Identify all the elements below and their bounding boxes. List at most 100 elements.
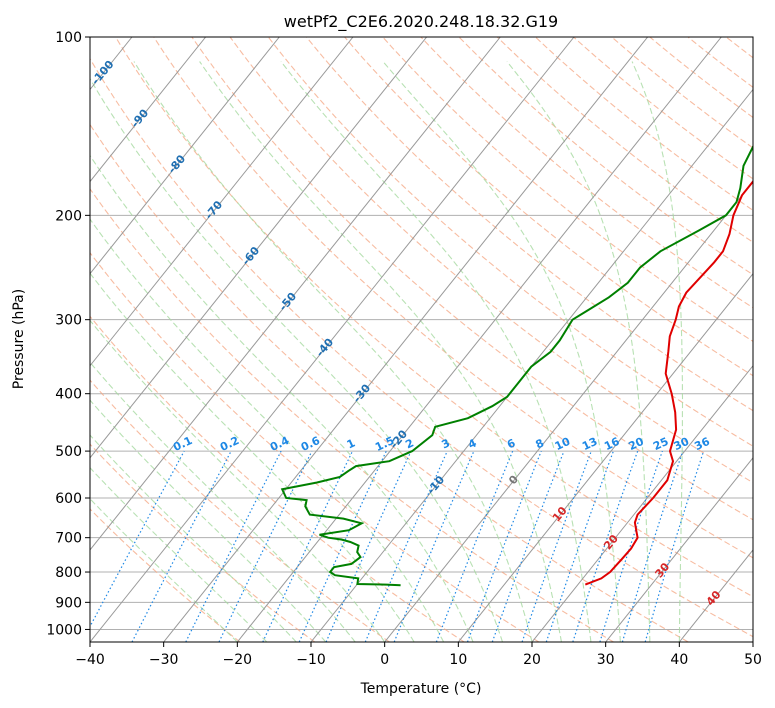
- isotherm: [605, 457, 753, 642]
- mixing-ratio-label: 25: [651, 435, 670, 453]
- x-tick-label: 10: [449, 652, 467, 668]
- mixing-ratio-label: 1: [345, 436, 357, 451]
- dry-adiabat: [90, 379, 390, 642]
- x-tick-label: −40: [75, 652, 105, 668]
- dry-adiabat: [229, 37, 753, 484]
- dry-adiabat: [90, 57, 753, 638]
- dry-adiabat: [535, 37, 753, 211]
- y-axis: 100 200 300 400 500 600 700 800 900 1000: [46, 30, 90, 638]
- x-tick-label: 20: [523, 652, 541, 668]
- mixing-ratio-line: [325, 450, 412, 642]
- moist-adiabat: [90, 434, 297, 642]
- x-tick-label: 40: [670, 652, 688, 668]
- mixing-ratio-line: [621, 450, 684, 642]
- moist-adiabat: [90, 154, 474, 642]
- dry-adiabat: [687, 37, 753, 89]
- moist-adiabat: [382, 61, 621, 642]
- dry-adiabat: [90, 187, 614, 642]
- mixing-ratio-label: 30: [672, 435, 692, 453]
- moist-adiabat: [90, 498, 238, 642]
- isotherm-label: -90: [128, 106, 151, 130]
- x-tick-label: 0: [380, 652, 389, 668]
- isotherm-label: -100: [89, 58, 117, 88]
- dry-adiabat: [267, 37, 753, 447]
- moist-adiabat: [631, 61, 684, 642]
- x-tick-label: −20: [223, 652, 253, 668]
- moist-adiabat: [506, 61, 651, 642]
- isotherm: [310, 88, 753, 642]
- y-tick-label: 300: [55, 313, 82, 329]
- dry-adiabat: [90, 315, 465, 642]
- mixing-ratio-label: 6: [505, 436, 518, 451]
- dry-adiabat: [115, 37, 753, 598]
- isotherm: [90, 37, 428, 459]
- isotherm-label: -60: [239, 244, 262, 268]
- x-tick-label: −10: [296, 652, 326, 668]
- mixing-ratio-line: [599, 450, 663, 642]
- dewpoint-line: [280, 144, 753, 587]
- isotherm: [457, 272, 753, 642]
- isotherm-label: -40: [313, 336, 336, 360]
- y-tick-label: 700: [55, 531, 82, 547]
- mixing-ratio-label: 4: [466, 436, 479, 451]
- mixing-ratio-line: [572, 450, 639, 642]
- mixing-ratio-line: [364, 450, 448, 642]
- x-tick-label: −30: [149, 652, 179, 668]
- dry-adiabat: [573, 37, 753, 180]
- isotherm: [384, 180, 753, 642]
- moist-adiabat: [90, 466, 268, 642]
- dry-adiabat: [611, 37, 753, 149]
- y-tick-label: 500: [55, 444, 82, 460]
- moist-adiabat: [133, 61, 533, 642]
- x-axis: −40 −30 −20 −10 0 10 20 30 40 50: [75, 642, 762, 668]
- temperature-line: [584, 179, 753, 586]
- mixing-ratio-label: 36: [692, 435, 712, 453]
- dry-adiabat: [305, 37, 753, 412]
- isotherm: [752, 641, 753, 642]
- moist-adiabat: [90, 361, 356, 642]
- dry-adiabat: [496, 37, 753, 243]
- isotherm: [531, 364, 753, 642]
- dry-adiabat: [420, 37, 753, 309]
- isotherm-label: 30: [653, 560, 673, 580]
- isotherm: [90, 37, 575, 642]
- isotherm: [90, 37, 501, 551]
- isotherm-label: -30: [350, 381, 373, 405]
- moist-adiabat: [90, 272, 415, 642]
- mixing-ratio-line: [521, 450, 592, 642]
- isotherm-label: -10: [424, 473, 447, 497]
- isotherm-label: 10: [550, 504, 570, 524]
- dry-adiabat: [382, 37, 753, 343]
- y-tick-label: 1000: [46, 622, 82, 638]
- mixing-ratio-line: [131, 450, 232, 642]
- y-axis-label: Pressure (hPa): [11, 289, 27, 389]
- dry-adiabat: [90, 508, 241, 642]
- isotherm-label: 40: [704, 588, 724, 608]
- y-tick-label: 400: [55, 387, 82, 403]
- isotherm-label: -50: [276, 290, 299, 314]
- mixing-ratio-label: 13: [580, 435, 599, 453]
- mixing-ratio-line: [545, 450, 614, 642]
- plot-frame: [89, 36, 754, 643]
- isotherm-label: 20: [601, 532, 621, 552]
- isotherm-label: -70: [202, 198, 225, 222]
- dry-adiabat: [90, 443, 316, 642]
- mixing-ratio-line: [262, 450, 354, 642]
- mixing-ratio-line: [393, 450, 475, 642]
- y-tick-label: 600: [55, 491, 82, 507]
- x-tick-label: 50: [744, 652, 762, 668]
- isotherm-label: -80: [165, 152, 188, 176]
- isotherm: [90, 37, 207, 183]
- mixing-ratio-line: [298, 450, 387, 642]
- dry-adiabat: [764, 37, 775, 642]
- moist-adiabat: [280, 61, 592, 642]
- moist-adiabat: [199, 61, 563, 642]
- dry-adiabat: [191, 37, 753, 521]
- dry-adiabat: [90, 123, 689, 642]
- isotherm: [678, 549, 753, 642]
- isotherm: [236, 37, 722, 642]
- moist-adiabat: [90, 77, 504, 642]
- chart-title: wetPf2_C2E6.2020.248.18.32.G19: [284, 12, 558, 32]
- x-axis-label: Temperature (°C): [360, 681, 482, 697]
